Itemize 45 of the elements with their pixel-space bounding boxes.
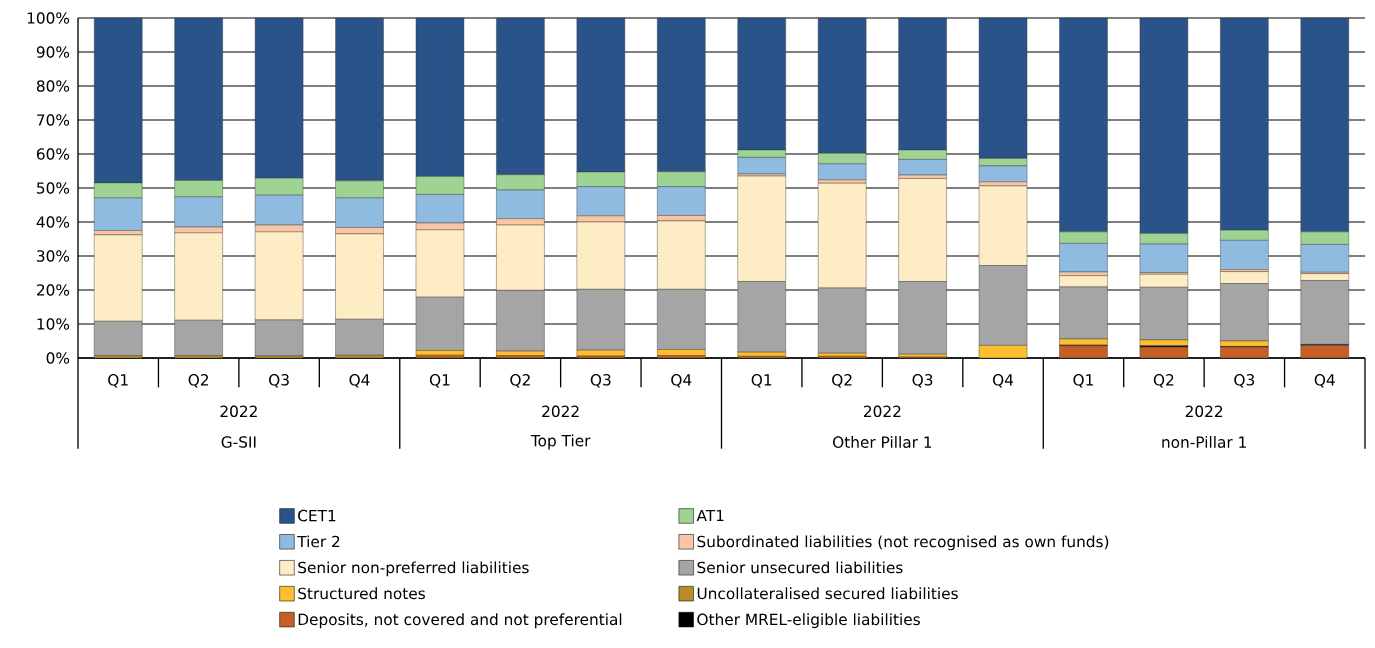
x-tick-label: Q1 xyxy=(751,374,772,388)
text: non-Pillar 1 xyxy=(1162,436,1246,448)
legend-label: CET1 xyxy=(298,509,336,522)
y-tick-label: 90% xyxy=(36,46,70,58)
legend-label: Structured notes xyxy=(298,587,425,600)
y-tick-label: 40% xyxy=(36,216,70,228)
x-tick-label: Q3 xyxy=(1234,374,1255,388)
x-tick-label: Q4 xyxy=(992,374,1014,388)
legend-label: AT1 xyxy=(696,509,724,522)
y-tick-label: 10% xyxy=(37,318,70,330)
x-tick-label: Q2 xyxy=(188,374,209,388)
x-tick-label: Q3 xyxy=(590,374,611,388)
y-tick-label: 80% xyxy=(36,80,70,92)
x-tick-label: Q2 xyxy=(510,374,530,388)
y-tick-label: 60% xyxy=(36,148,70,160)
legend-label: Other MREL-eligible liabilities xyxy=(697,613,920,629)
x-tick-label: Q1 xyxy=(429,374,450,388)
text: G-SII xyxy=(221,436,256,448)
y-tick-label: 30% xyxy=(37,250,70,262)
x-tick-label: Q3 xyxy=(912,374,933,388)
text: Other Pillar 1 xyxy=(833,436,932,448)
text: 2022 xyxy=(864,405,901,418)
x-tick-label: Q1 xyxy=(108,374,128,388)
y-tick-label: 50% xyxy=(37,182,70,194)
x-tick-label: Q2 xyxy=(1153,374,1174,388)
legend-label: Senior non-preferred liabilities xyxy=(298,561,529,577)
legend-label: Tier 2 xyxy=(297,535,340,548)
text: 2022 xyxy=(542,405,579,418)
y-tick-label: 100% xyxy=(27,12,70,24)
legend-label: Uncollateralised secured liabilities xyxy=(697,587,958,600)
x-tick-label: Q1 xyxy=(1073,374,1093,388)
x-tick-label: Q4 xyxy=(671,374,692,388)
x-tick-label: Q3 xyxy=(269,374,289,388)
legend-label: Subordinated liabilities (not recognised as own funds) xyxy=(697,535,1109,551)
legend-label: Deposits, not covered and not preferential xyxy=(298,613,622,629)
x-tick-label: Q4 xyxy=(349,374,370,388)
text: Top Tier xyxy=(530,434,591,450)
text: 2022 xyxy=(220,405,257,418)
y-tick-label: 20% xyxy=(37,284,70,296)
text: 2022 xyxy=(1185,405,1223,418)
x-tick-label: Q4 xyxy=(1314,374,1335,388)
y-tick-label: 70% xyxy=(37,114,70,126)
x-tick-label: Q2 xyxy=(832,374,852,388)
legend-label: Senior unsecured liabilities xyxy=(697,561,903,574)
y-tick-label: 0% xyxy=(46,352,70,364)
